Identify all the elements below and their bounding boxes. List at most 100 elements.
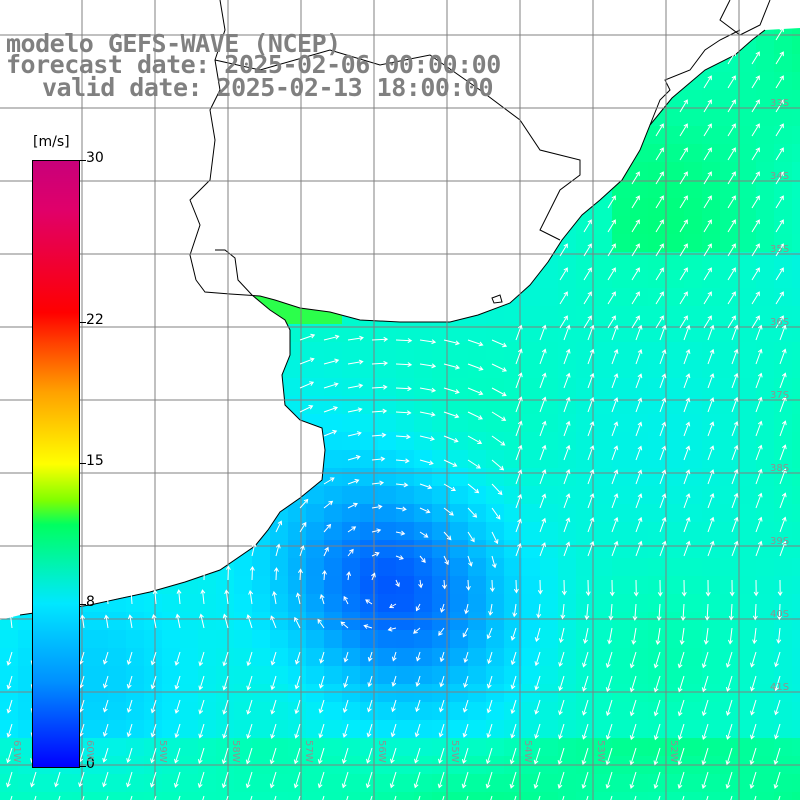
wind-arrow: [607, 315, 616, 329]
speed-cell: [522, 648, 541, 667]
speed-cell: [414, 396, 433, 415]
speed-cell: [36, 774, 55, 793]
speed-cell: [342, 612, 361, 631]
wind-arrow: [751, 219, 760, 233]
speed-cell: [468, 504, 487, 523]
wind-arrow: [683, 421, 691, 437]
speed-cell: [432, 522, 451, 541]
speed-cell: [648, 612, 667, 631]
speed-cell: [540, 594, 559, 613]
wind-arrow: [704, 603, 710, 621]
speed-cell: [576, 432, 595, 451]
speed-cell: [504, 306, 523, 325]
speed-cell: [720, 324, 739, 343]
wind-arrow: [683, 493, 691, 509]
wind-arrow: [539, 444, 547, 461]
wind-arrow: [102, 651, 109, 665]
speed-cell: [774, 594, 793, 613]
wind-arrow: [419, 363, 437, 369]
speed-cell: [702, 648, 721, 667]
wind-arrow: [491, 363, 507, 372]
speed-cell: [774, 108, 793, 127]
speed-cell: [648, 162, 667, 181]
wind-arrow: [701, 675, 709, 693]
wind-arrow: [683, 469, 691, 485]
wind-arrow: [539, 420, 547, 437]
wind-arrow: [490, 795, 493, 800]
speed-cell: [792, 414, 800, 433]
wind-arrow: [754, 795, 757, 800]
wind-arrow: [341, 747, 349, 764]
speed-cell: [756, 306, 775, 325]
speed-cell: [774, 378, 793, 397]
wind-arrow: [731, 540, 739, 557]
wind-arrow: [441, 579, 447, 590]
speed-cell: [774, 774, 793, 793]
speed-cell: [756, 324, 775, 343]
speed-cell: [720, 198, 739, 217]
speed-cell: [594, 630, 613, 649]
speed-cell: [720, 342, 739, 361]
speed-cell: [180, 792, 199, 800]
speed-cell: [684, 198, 703, 217]
wind-arrow: [323, 429, 338, 437]
speed-cell: [720, 504, 739, 523]
speed-cell: [378, 576, 397, 595]
speed-cell: [576, 702, 595, 721]
speed-cell: [594, 486, 613, 505]
speed-cell: [576, 558, 595, 577]
speed-cell: [522, 792, 541, 800]
speed-cell: [324, 630, 343, 649]
speed-cell: [792, 432, 800, 451]
longitude-label: 54W: [522, 740, 533, 763]
speed-cell: [558, 522, 577, 541]
wind-arrow: [751, 243, 760, 257]
wind-arrow: [775, 315, 784, 329]
speed-cell: [486, 576, 505, 595]
speed-cell: [450, 414, 469, 433]
speed-cell: [396, 540, 415, 559]
wind-arrow: [631, 243, 640, 257]
wind-arrow: [629, 771, 637, 790]
wind-arrow: [731, 420, 739, 437]
wind-arrow: [538, 795, 541, 800]
speed-cell: [558, 360, 577, 379]
wind-arrow: [323, 382, 339, 389]
wind-arrow: [225, 565, 231, 581]
speed-cell: [144, 594, 163, 613]
speed-cell: [504, 324, 523, 343]
speed-cell: [468, 396, 487, 415]
speed-cell: [270, 774, 289, 793]
wind-arrow: [270, 675, 277, 691]
speed-cell: [288, 594, 307, 613]
speed-cell: [738, 774, 757, 793]
speed-cell: [558, 738, 577, 757]
speed-cell: [720, 144, 739, 163]
wind-arrow: [365, 771, 373, 789]
wind-arrow: [391, 651, 397, 662]
speed-cell: [666, 774, 685, 793]
speed-cell: [630, 792, 649, 800]
speed-cell: [738, 378, 757, 397]
wind-arrow: [755, 492, 763, 509]
speed-cell: [576, 684, 595, 703]
speed-cell: [702, 738, 721, 757]
speed-cell: [378, 684, 397, 703]
wind-arrow: [221, 747, 229, 765]
speed-cell: [666, 522, 685, 541]
wind-arrow: [701, 651, 709, 669]
speed-cell: [666, 666, 685, 685]
wind-arrow: [513, 579, 519, 594]
wind-arrow: [706, 795, 709, 800]
speed-cell: [144, 738, 163, 757]
wind-arrow: [317, 771, 325, 789]
speed-cell: [342, 342, 361, 361]
speed-cell: [216, 630, 235, 649]
speed-cell: [396, 396, 415, 415]
speed-cell: [594, 612, 613, 631]
speed-cell: [756, 522, 775, 541]
wind-arrow: [419, 435, 435, 441]
speed-cell: [522, 666, 541, 685]
speed-cell: [576, 540, 595, 559]
wind-arrow: [607, 195, 616, 209]
